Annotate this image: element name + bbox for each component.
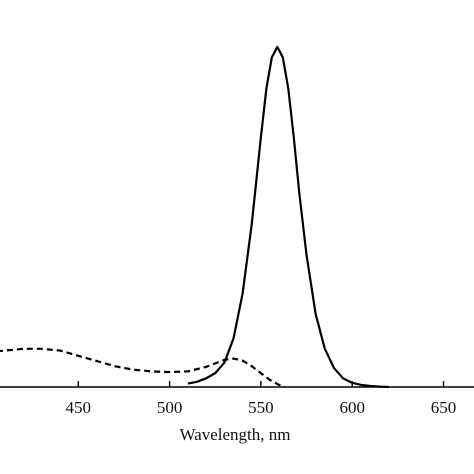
series-line-solid [187,45,389,389]
x-tick-label: 450 [66,398,92,417]
x-tick-label: 500 [157,398,183,417]
x-tick-label: 550 [248,398,274,417]
plot-area [0,45,389,389]
x-axis-ticks: 450 500 550 600 650 [66,381,457,417]
x-tick-label: 600 [339,398,365,417]
x-tick-label: 650 [431,398,457,417]
series-line-dashed [0,347,286,389]
x-axis-title: Wavelength, nm [180,425,291,444]
